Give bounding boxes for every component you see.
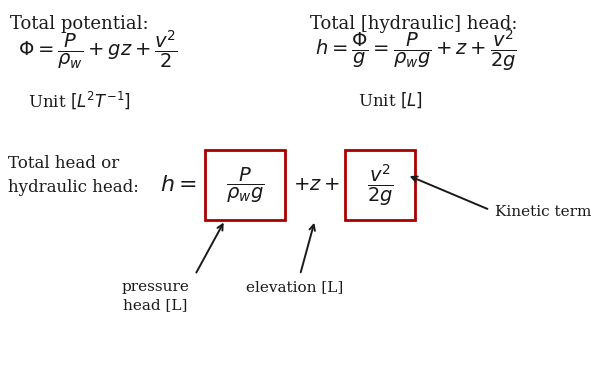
Text: Kinetic term: Kinetic term: [495, 205, 591, 219]
Text: pressure
head [L]: pressure head [L]: [121, 280, 189, 312]
Text: $\dfrac{P}{\rho_w g}$: $\dfrac{P}{\rho_w g}$: [226, 165, 264, 205]
Bar: [345, 150, 415, 220]
Text: Total head or
hydraulic head:: Total head or hydraulic head:: [8, 155, 139, 195]
Text: $+ z +$: $+ z +$: [293, 176, 340, 194]
Text: $h = \dfrac{\Phi}{g} = \dfrac{P}{\rho_w g} + z + \dfrac{v^2}{2g}$: $h = \dfrac{\Phi}{g} = \dfrac{P}{\rho_w …: [315, 27, 517, 73]
Bar: [205, 150, 285, 220]
Text: Unit $[L]$: Unit $[L]$: [358, 90, 422, 110]
Text: Total potential:: Total potential:: [10, 15, 148, 33]
Text: elevation [L]: elevation [L]: [247, 280, 344, 294]
Text: Unit $[L^2T^{-1}]$: Unit $[L^2T^{-1}]$: [28, 89, 132, 111]
Text: Total [hydraulic] head:: Total [hydraulic] head:: [310, 15, 518, 33]
Text: $\Phi = \dfrac{P}{\rho_w} + gz + \dfrac{v^2}{2}$: $\Phi = \dfrac{P}{\rho_w} + gz + \dfrac{…: [18, 28, 178, 71]
Text: $h =$: $h =$: [160, 174, 197, 196]
Text: $\dfrac{v^2}{2g}$: $\dfrac{v^2}{2g}$: [367, 162, 393, 208]
